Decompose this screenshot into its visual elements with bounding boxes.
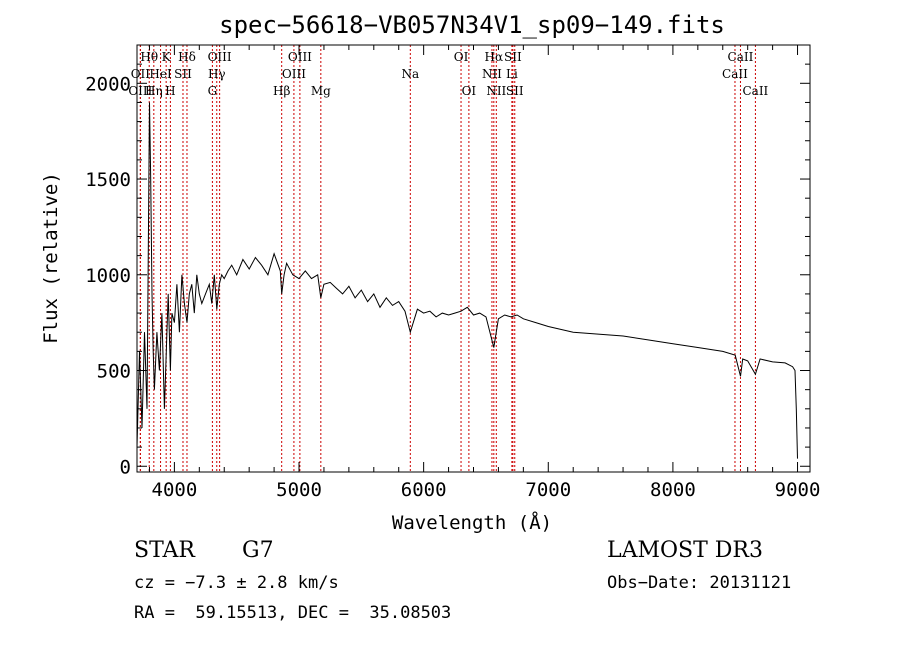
x-axis-ticks: 4000 5000 6000 7000 8000 9000 — [148, 45, 821, 501]
line-label-16: Na — [401, 67, 419, 81]
observation-date: Obs−Date: 20131121 — [607, 573, 792, 593]
line-label-4: K — [162, 50, 172, 64]
x-tick-label-5: 9000 — [775, 479, 821, 501]
y-tick-label-1: 500 — [97, 361, 131, 383]
line-label-6: H — [165, 84, 175, 98]
x-axis-label: Wavelength (Å) — [392, 511, 552, 534]
flux-series-line — [136, 102, 798, 459]
x-tick-label-0: 4000 — [152, 479, 198, 501]
line-label-3: Hη — [145, 84, 163, 98]
line-label-0: Hθ — [140, 50, 158, 64]
x-tick-label-2: 6000 — [401, 479, 447, 501]
line-label-20: NII — [482, 67, 502, 81]
y-axis-ticks: 0 500 1000 1500 2000 — [85, 63, 810, 478]
line-label-24: SII — [506, 84, 524, 98]
line-label-1: OII — [131, 67, 151, 81]
x-tick-label-4: 8000 — [650, 479, 696, 501]
survey-name: LAMOST DR3 — [607, 538, 763, 563]
x-tick-label-3: 7000 — [525, 479, 571, 501]
line-label-8: Hδ — [178, 50, 196, 64]
line-label-19: Hα — [485, 50, 504, 64]
line-label-10: Hγ — [208, 67, 226, 81]
x-tick-label-1: 5000 — [276, 479, 322, 501]
line-label-26: CaII — [722, 67, 748, 81]
line-label-23: Li — [506, 67, 518, 81]
line-label-2: OIII — [128, 84, 152, 98]
line-label-13: OIII — [288, 50, 312, 64]
line-label-25: CaII — [728, 50, 754, 64]
line-label-15: Mg — [311, 84, 331, 98]
coordinates: RA = 59.15513, DEC = 35.08503 — [134, 603, 452, 623]
object-subclass: G7 — [242, 538, 274, 563]
line-label-18: OI — [462, 84, 477, 98]
redshift-value: cz = −7.3 ± 2.8 km/s — [134, 573, 339, 593]
line-label-17: OI — [454, 50, 469, 64]
spectral-line-markers — [139, 45, 756, 472]
line-label-27: CaII — [742, 84, 768, 98]
line-label-11: G — [208, 84, 218, 98]
y-tick-label-0: 0 — [120, 456, 131, 478]
y-axis-label: Flux (relative) — [40, 172, 62, 344]
line-label-14: OIII — [282, 67, 306, 81]
line-label-21: NII — [486, 84, 506, 98]
plot-frame — [136, 44, 811, 473]
y-tick-label-3: 1500 — [85, 169, 131, 191]
line-label-12: Hβ — [273, 84, 290, 98]
y-tick-label-2: 1000 — [85, 265, 131, 287]
chart-title: spec−56618−VB057N34V1_sp09−149.fits — [219, 11, 725, 39]
line-label-22: SII — [504, 50, 522, 64]
y-tick-label-4: 2000 — [85, 73, 131, 95]
line-label-5: HeI — [149, 67, 172, 81]
object-class: STAR — [134, 538, 195, 563]
line-label-9: OIII — [208, 50, 232, 64]
line-label-7: SII — [174, 67, 192, 81]
